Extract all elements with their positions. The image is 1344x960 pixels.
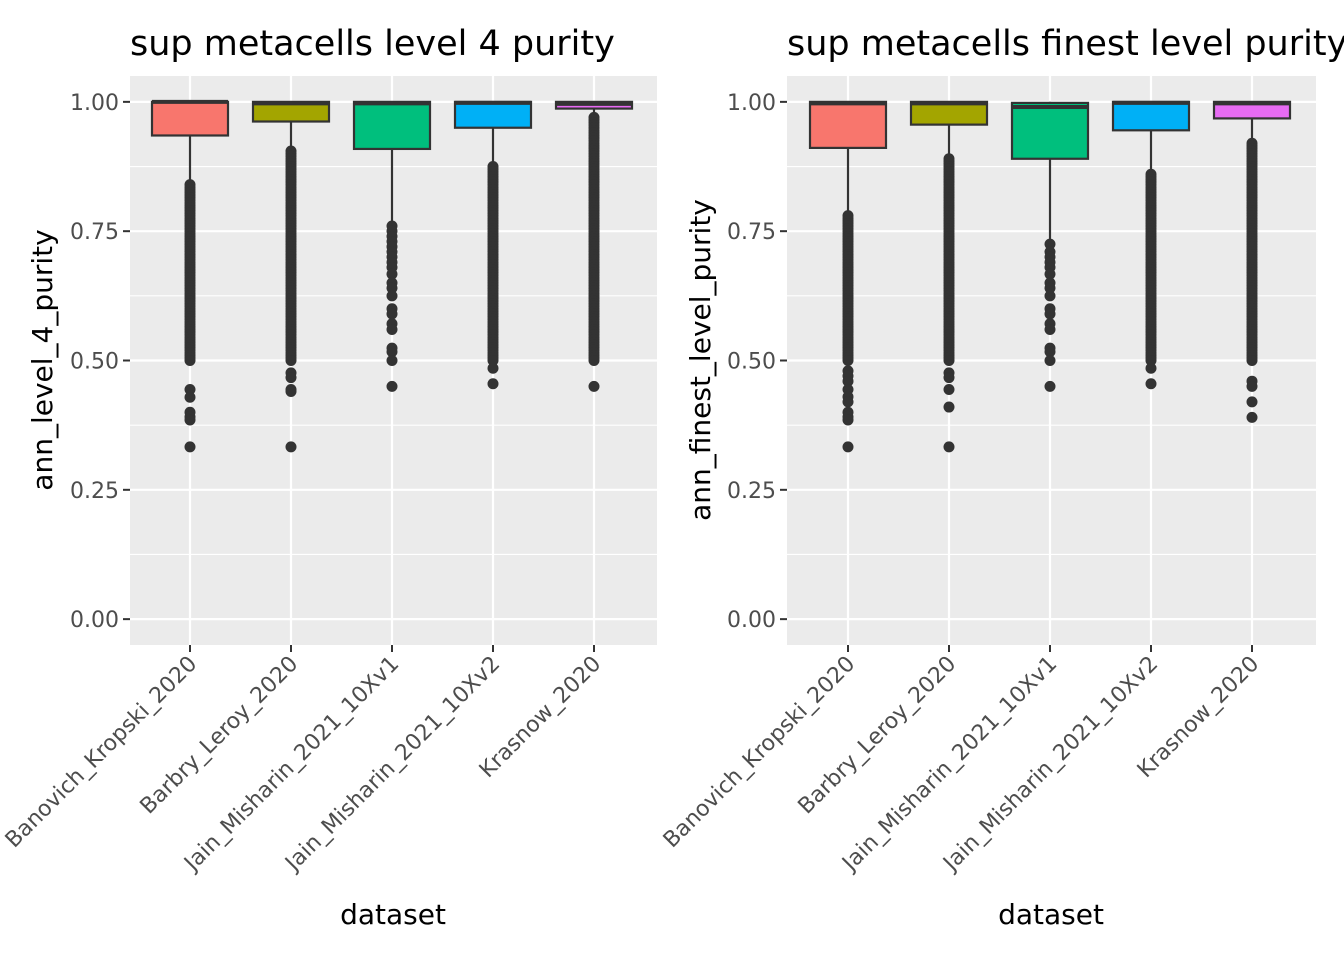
outlier-point — [386, 346, 398, 358]
outlier-point — [1044, 380, 1056, 392]
box — [453, 100, 533, 129]
outlier-point — [1246, 411, 1258, 423]
x-axis-title: dataset — [340, 898, 446, 931]
box-group — [150, 99, 230, 453]
outlier-point — [943, 355, 955, 366]
outlier-point — [184, 355, 196, 366]
y-tick-label: 0.50 — [70, 350, 119, 375]
x-axis: Banovich_Kropski_2020Barbry_Leroy_2020Ja… — [659, 645, 1264, 877]
panel-level-4-purity: sup metacells level 4 purity 0.00 0.25 0.5… — [1, 24, 657, 931]
outlier-point — [386, 282, 398, 294]
outlier-point — [487, 378, 499, 390]
outlier-point — [386, 268, 398, 280]
y-axis: 0.00 0.25 0.50 0.75 1.00 — [727, 91, 787, 633]
box — [1111, 100, 1191, 132]
outlier-point — [184, 414, 196, 426]
outlier-point — [1044, 290, 1056, 302]
box-group — [554, 100, 634, 392]
outlier-point — [487, 362, 499, 374]
outlier-point — [1044, 308, 1056, 320]
outlier-point — [184, 391, 196, 403]
outlier-point — [184, 441, 196, 453]
outlier-point — [1246, 380, 1258, 392]
outlier-point — [386, 290, 398, 302]
outlier-point — [943, 383, 955, 395]
outlier-point — [1145, 362, 1157, 374]
x-tick-label: Jain_Misharin_2021_10Xv1 — [837, 652, 1063, 878]
box-group — [453, 100, 533, 390]
outlier-point — [842, 396, 854, 408]
box-group — [808, 100, 888, 453]
outlier-point — [386, 323, 398, 335]
y-axis: 0.00 0.25 0.50 0.75 1.00 — [70, 91, 130, 633]
outlier-point — [386, 355, 398, 366]
y-tick-label: 0.50 — [727, 350, 776, 375]
outlier-point — [1044, 355, 1056, 366]
y-tick-label: 0.25 — [70, 479, 119, 504]
x-axis: Banovich_Kropski_2020Barbry_Leroy_2020Ja… — [1, 645, 606, 877]
outlier-point — [943, 401, 955, 413]
outlier-point — [842, 441, 854, 453]
outlier-point — [1246, 355, 1258, 366]
box — [1010, 101, 1090, 160]
y-tick-label: 0.25 — [727, 479, 776, 504]
outlier-point — [1145, 378, 1157, 390]
y-axis-title: ann_finest_level_purity — [684, 199, 717, 521]
box-group — [1212, 100, 1292, 423]
outlier-point — [1044, 346, 1056, 358]
outlier-point — [842, 375, 854, 387]
box — [352, 100, 432, 151]
x-tick-label: Jain_Misharin_2021_10Xv1 — [179, 652, 405, 878]
chart-title: sup metacells level 4 purity — [130, 24, 615, 64]
y-tick-label: 0.75 — [727, 220, 776, 245]
x-tick-label: Jain_Misharin_2021_10Xv2 — [938, 652, 1164, 878]
boxes — [808, 100, 1292, 453]
box — [808, 100, 888, 150]
y-tick-label: 0.00 — [727, 608, 776, 633]
outlier-point — [386, 308, 398, 320]
y-axis-title: ann_level_4_purity — [26, 229, 59, 490]
outlier-point — [588, 355, 600, 366]
outlier-point — [1044, 323, 1056, 335]
outlier-point — [285, 355, 297, 366]
box-group — [352, 100, 432, 392]
outlier-point — [1044, 238, 1056, 250]
outlier-point — [184, 383, 196, 395]
y-tick-label: 0.75 — [70, 220, 119, 245]
outlier-point — [588, 380, 600, 392]
outlier-point — [842, 414, 854, 426]
y-tick-label: 1.00 — [727, 91, 776, 116]
chart-title: sup metacells finest level purity — [787, 24, 1344, 64]
outlier-point — [487, 355, 499, 366]
box-group — [251, 100, 331, 453]
outlier-point — [285, 441, 297, 453]
outlier-point — [842, 355, 854, 366]
box-group — [1111, 100, 1191, 390]
outlier-point — [1044, 282, 1056, 294]
y-tick-label: 0.00 — [70, 608, 119, 633]
x-tick-label: Banovich_Kropski_2020 — [1, 652, 202, 853]
outlier-point — [1145, 355, 1157, 366]
box — [150, 100, 230, 137]
outlier-point — [285, 386, 297, 398]
y-tick-label: 1.00 — [70, 91, 119, 116]
x-axis-title: dataset — [998, 898, 1104, 931]
x-tick-label: Jain_Misharin_2021_10Xv2 — [280, 652, 506, 878]
outlier-point — [1044, 268, 1056, 280]
boxes — [150, 99, 634, 453]
outlier-point — [943, 441, 955, 453]
x-tick-label: Banovich_Kropski_2020 — [659, 652, 860, 853]
box-group — [1010, 101, 1090, 392]
outlier-point — [386, 380, 398, 392]
outlier-point — [285, 372, 297, 384]
outlier-point — [1246, 396, 1258, 408]
box-group — [909, 100, 989, 453]
panel-finest-level-purity: sup metacells finest level purity 0.000.… — [659, 24, 1344, 931]
outlier-point — [943, 372, 955, 384]
